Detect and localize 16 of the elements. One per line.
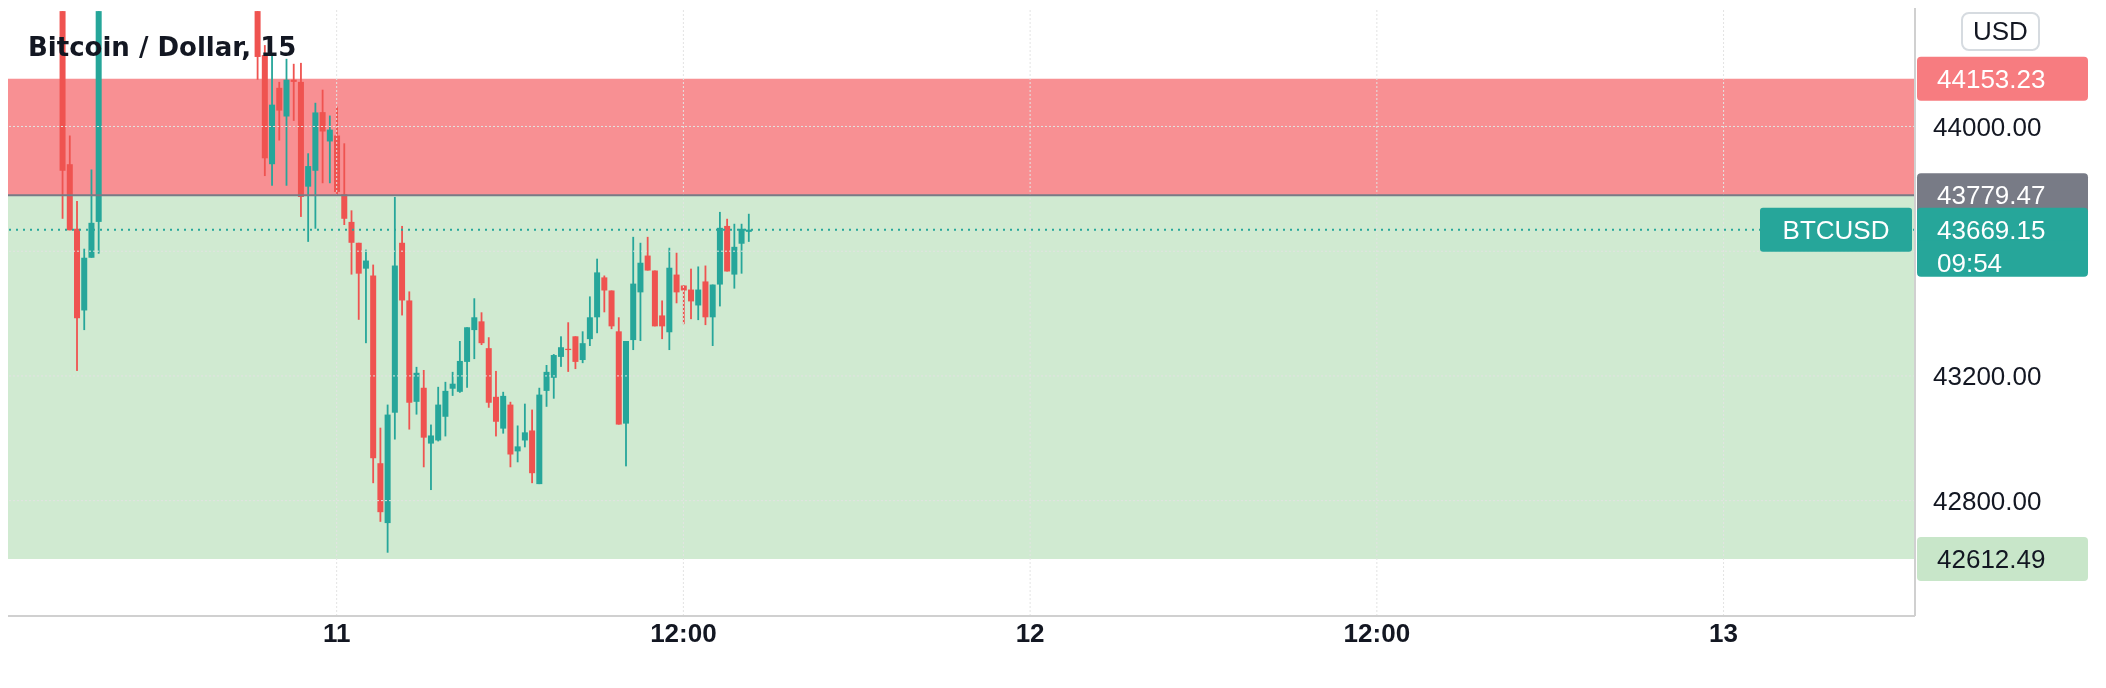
x-tick-label: 12:00	[650, 618, 717, 649]
y-axis-title: USD	[1961, 12, 2040, 51]
text: 42612.49	[1937, 544, 2046, 575]
x-tick-label: 12:00	[1343, 618, 1411, 649]
y-tick-label: 42800.00	[1933, 485, 2042, 516]
y-tick-label: 44000.00	[1933, 111, 2042, 142]
text: 43779.47	[1937, 180, 2046, 211]
x-tick-label: 11	[322, 618, 351, 649]
x-tick-label: 13	[1709, 618, 1739, 649]
candlestick	[362, 249, 369, 344]
x-tick-label: 12	[1015, 618, 1045, 649]
y-tick-label: 43200.00	[1933, 361, 2042, 392]
text: 43669.15	[1937, 214, 2046, 245]
text: 09:54	[1937, 247, 2003, 278]
ref-line-label: BTCUSD	[1782, 214, 1890, 245]
text: 44153.23	[1937, 63, 2046, 94]
